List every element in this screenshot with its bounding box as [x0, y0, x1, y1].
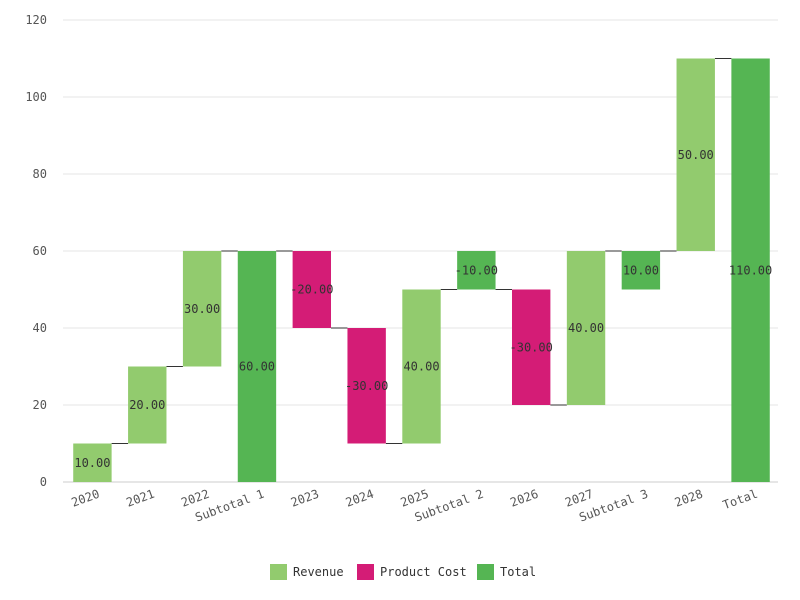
- legend-item-label: Product Cost: [380, 565, 467, 579]
- y-tick-label: 20: [33, 398, 47, 412]
- bar-2023: [292, 251, 332, 328]
- y-tick-label: 80: [33, 167, 47, 181]
- legend: Revenue Product Cost Total: [270, 564, 536, 580]
- data-label: -30.00: [510, 340, 553, 354]
- bar-2025: [402, 289, 441, 444]
- bar-subtotal-3: [621, 251, 661, 290]
- y-tick-label: 60: [33, 244, 47, 258]
- x-tick-label: 2026: [508, 487, 540, 510]
- data-label: 40.00: [568, 321, 604, 335]
- legend-swatch: [270, 564, 287, 580]
- y-tick-label: 120: [25, 13, 47, 27]
- bar-2028: [676, 58, 715, 251]
- legend-swatch: [357, 564, 374, 580]
- bar-2024: [347, 328, 386, 444]
- data-label: 30.00: [184, 302, 220, 316]
- data-label: 10.00: [623, 263, 659, 277]
- y-tick-label: 100: [25, 90, 47, 104]
- data-label: -20.00: [290, 283, 333, 297]
- bars: 10.00 20.00 30.00 60.00 -20.00 -30.00 40.00 -10…: [73, 58, 772, 482]
- data-label: 50.00: [678, 148, 714, 162]
- legend-swatch: [477, 564, 494, 580]
- legend-item-label: Total: [500, 565, 536, 579]
- bar-subtotal-2: [457, 251, 496, 290]
- x-tick-label: 2028: [673, 487, 705, 510]
- data-label: -30.00: [345, 379, 388, 393]
- bar-2022: [182, 251, 222, 367]
- x-tick-label: 2024: [344, 487, 376, 510]
- y-tick-label: 0: [40, 475, 47, 489]
- data-label: 10.00: [74, 456, 110, 470]
- bar-2027: [566, 251, 606, 405]
- data-label: 110.00: [729, 263, 772, 277]
- data-label: 40.00: [403, 360, 439, 374]
- x-tick-label: 2020: [69, 487, 101, 510]
- x-tick-label: 2021: [124, 487, 156, 510]
- data-label: -10.00: [455, 263, 498, 277]
- y-axis: 0 20 40 60 80 100 120: [25, 13, 47, 489]
- x-tick-label: Total: [721, 487, 760, 513]
- bar-total: [731, 58, 770, 482]
- y-tick-label: 40: [33, 321, 47, 335]
- bar-2020: [73, 443, 112, 482]
- legend-item-label: Revenue: [293, 565, 344, 579]
- x-tick-label: 2023: [289, 487, 321, 510]
- bar-2026: [511, 289, 551, 405]
- data-label: 20.00: [129, 398, 165, 412]
- data-label: 60.00: [239, 360, 275, 374]
- bar-subtotal-1: [237, 251, 277, 482]
- bar-2021: [128, 366, 167, 444]
- connector-lines: [111, 58, 732, 444]
